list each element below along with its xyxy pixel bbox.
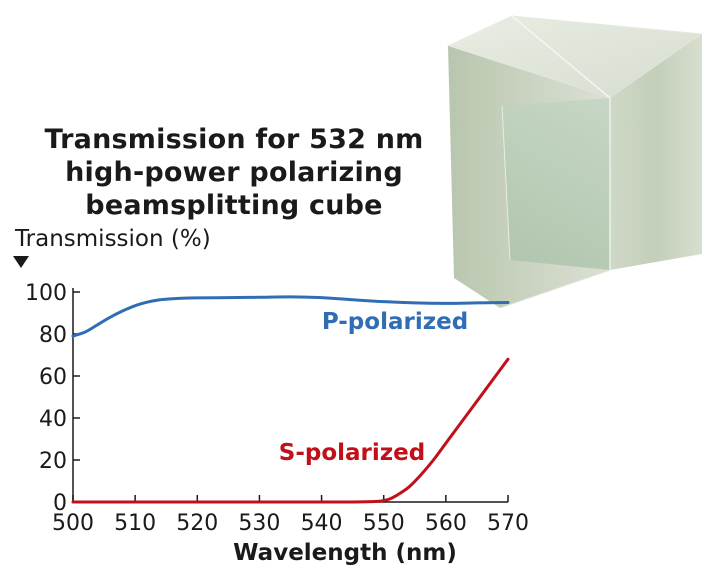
chart-title-line-2: high-power polarizing (65, 157, 403, 188)
x-tick-label: 530 (238, 511, 280, 536)
p-polarized-line (71, 295, 510, 338)
y-tick-label: 20 (39, 449, 67, 474)
y-tick-label: 80 (39, 323, 67, 348)
y-tick-label: 100 (25, 281, 67, 306)
y-tick-label: 0 (53, 491, 67, 516)
x-axis-label: Wavelength (nm) (233, 540, 457, 566)
cube-edge (499, 269, 611, 308)
x-tick-label: 510 (114, 511, 156, 536)
y-tick-label: 60 (39, 365, 67, 390)
chart-title-line-3: beamsplitting cube (85, 190, 383, 221)
x-tick-label: 550 (363, 511, 405, 536)
x-tick-label: 570 (487, 511, 529, 536)
cube-right-face (610, 34, 702, 270)
x-tick-label: 540 (301, 511, 343, 536)
s-polarized-label: S-polarized (279, 440, 425, 466)
x-tick-label: 500 (52, 511, 94, 536)
x-tick-label: 560 (425, 511, 467, 536)
s-polarized-line (71, 357, 510, 504)
y-axis-arrow-icon (13, 256, 29, 268)
x-tick-label: 520 (176, 511, 218, 536)
cube-edge (511, 15, 611, 99)
beamsplitting-cube-photo (446, 15, 704, 308)
chart-title-line-1: Transmission for 532 nm (44, 124, 424, 155)
cube-prism-face (502, 98, 610, 270)
y-axis-label: Transmission (%) (15, 226, 211, 252)
p-polarized-label: P-polarized (322, 309, 468, 335)
cube-edge (501, 105, 511, 261)
y-tick-label: 40 (39, 407, 67, 432)
